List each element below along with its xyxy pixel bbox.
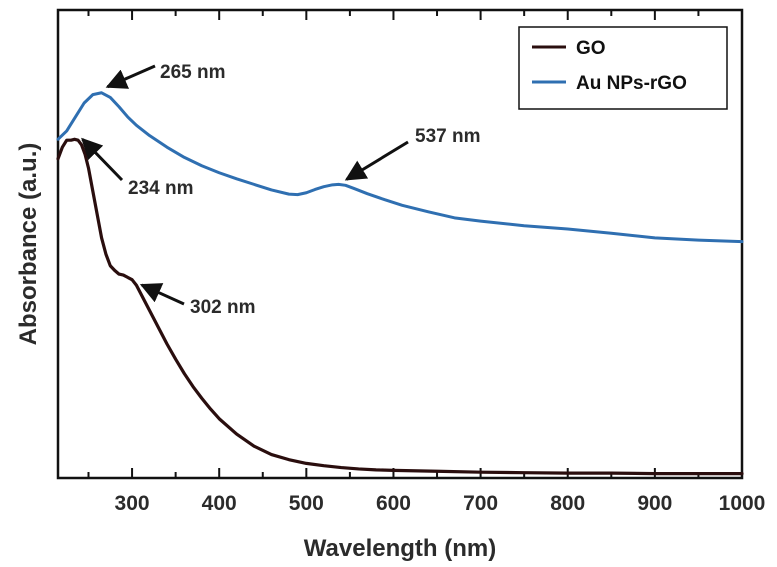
annotation-arrow xyxy=(344,140,409,181)
x-tick-label: 1000 xyxy=(719,492,766,515)
annotation-label: 302 nm xyxy=(190,297,255,318)
legend-label-go: GO xyxy=(576,38,606,59)
x-tick-label: 900 xyxy=(637,492,672,515)
x-tick-labels: 300 400 500 600 700 800 900 1000 xyxy=(115,492,766,515)
series-line-au-nps-rgo xyxy=(56,91,744,244)
legend-label-au-nps-rgo: Au NPs-rGO xyxy=(576,73,687,94)
annotation-label: 234 nm xyxy=(128,178,193,199)
annotation-arrow xyxy=(81,137,124,182)
annotation-arrow xyxy=(105,64,156,89)
x-tick-label: 500 xyxy=(289,492,324,515)
annotation-arrow xyxy=(139,283,185,306)
y-axis-label: Absorbance (a.u.) xyxy=(15,143,42,346)
legend: GO Au NPs-rGO xyxy=(518,26,728,110)
x-tick-label: 400 xyxy=(202,492,237,515)
series-lines xyxy=(56,91,744,476)
annotation-label: 265 nm xyxy=(160,62,225,83)
x-tick-label: 800 xyxy=(550,492,585,515)
x-tick-label: 600 xyxy=(376,492,411,515)
x-axis-label: Wavelength (nm) xyxy=(304,535,496,562)
annotation-label: 537 nm xyxy=(415,126,480,147)
x-tick-label: 300 xyxy=(115,492,150,515)
x-tick-label: 700 xyxy=(463,492,498,515)
peak-annotations: 265 nm 537 nm 234 nm 302 nm xyxy=(81,62,480,318)
series-line-go xyxy=(56,137,744,476)
legend-box xyxy=(518,26,728,110)
